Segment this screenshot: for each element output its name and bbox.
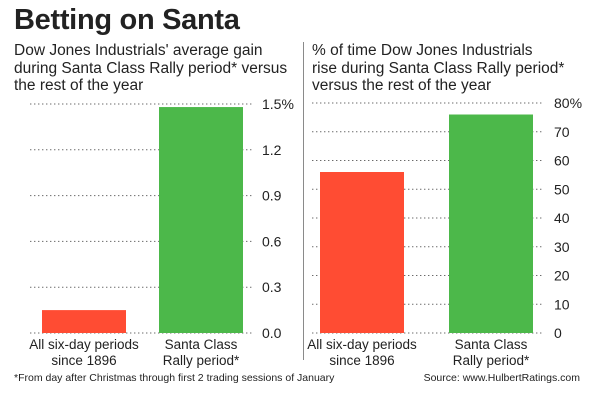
right-x-category-label: Santa Class — [455, 337, 528, 352]
right-subtitle-line-1: % of time Dow Jones Industrials — [312, 42, 533, 59]
right-y-tick-label: 70 — [554, 124, 570, 140]
footnote: *From day after Christmas through first … — [14, 372, 335, 384]
right-bar-all-periods — [320, 172, 404, 333]
right-y-tick-label: 20 — [554, 268, 570, 284]
left-bar-all-periods — [42, 310, 126, 333]
left-x-category-label: Rally period* — [163, 353, 240, 368]
right-y-tick-label: 50 — [554, 181, 570, 197]
left-subtitle-line-3: the rest of the year — [14, 77, 144, 94]
average-gain-chart: 0.0 0.3 0.6 0.9 1.2 1.5% All six-day periodssi… — [29, 96, 294, 368]
left-bar-santa-rally — [159, 107, 243, 333]
right-y-tick-label: 40 — [554, 210, 570, 226]
left-y-tick-label: 1.5% — [262, 96, 294, 112]
right-y-tick-label: 30 — [554, 239, 570, 255]
left-y-tick-label: 0.3 — [262, 279, 282, 295]
right-x-category-label: Rally period* — [453, 353, 530, 368]
left-y-tick-label: 0.6 — [262, 233, 282, 249]
percent-rise-chart: 0 10 20 30 40 50 60 70 80% All six-day periodssin… — [307, 95, 582, 368]
right-subtitle-line-3: versus the rest of the year — [312, 77, 492, 94]
left-x-category-label: Santa Class — [165, 337, 238, 352]
left-chart-subtitle: Dow Jones Industrials' average gain duri… — [14, 42, 299, 95]
right-y-tick-label: 10 — [554, 296, 570, 312]
left-x-category-label: since 1896 — [51, 353, 116, 368]
left-subtitle-line-2: during Santa Class Rally period* versus — [14, 59, 288, 77]
left-y-tick-label: 0.0 — [262, 325, 282, 341]
chart-title: Betting on Santa — [14, 4, 240, 36]
right-chart-subtitle: % of time Dow Jones Industrials rise dur… — [312, 42, 587, 95]
right-x-category-label: since 1896 — [329, 353, 394, 368]
right-bar-santa-rally — [449, 114, 533, 333]
left-y-tick-label: 1.2 — [262, 142, 282, 158]
right-x-category-label: All six-day periods — [307, 337, 417, 352]
left-y-tick-label: 0.9 — [262, 188, 282, 204]
panel-divider — [303, 42, 304, 360]
right-y-tick-label: 60 — [554, 153, 570, 169]
left-x-category-label: All six-day periods — [29, 337, 139, 352]
left-subtitle-line-1: Dow Jones Industrials' average gain — [14, 42, 263, 59]
source-credit: Source: www.HulbertRatings.com — [423, 372, 580, 384]
right-y-tick-label: 80% — [554, 95, 582, 111]
right-subtitle-line-2: rise during Santa Class Rally period* — [312, 59, 565, 77]
right-y-tick-label: 0 — [554, 325, 562, 341]
